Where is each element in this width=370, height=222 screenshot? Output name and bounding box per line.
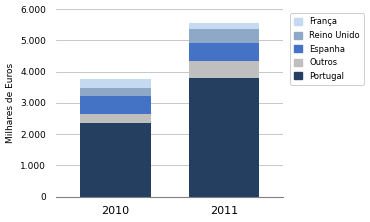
Y-axis label: Milhares de Euros: Milhares de Euros — [6, 63, 14, 143]
Bar — [80, 88, 151, 96]
Bar — [80, 96, 151, 115]
Bar — [80, 115, 151, 123]
Bar — [189, 44, 259, 61]
Bar — [80, 79, 151, 88]
Bar — [189, 61, 259, 78]
Bar — [189, 29, 259, 44]
Legend: França, Reino Unido, Espanha, Outros, Portugal: França, Reino Unido, Espanha, Outros, Po… — [290, 13, 364, 85]
Bar — [189, 78, 259, 197]
Bar — [80, 123, 151, 197]
Bar — [189, 23, 259, 29]
